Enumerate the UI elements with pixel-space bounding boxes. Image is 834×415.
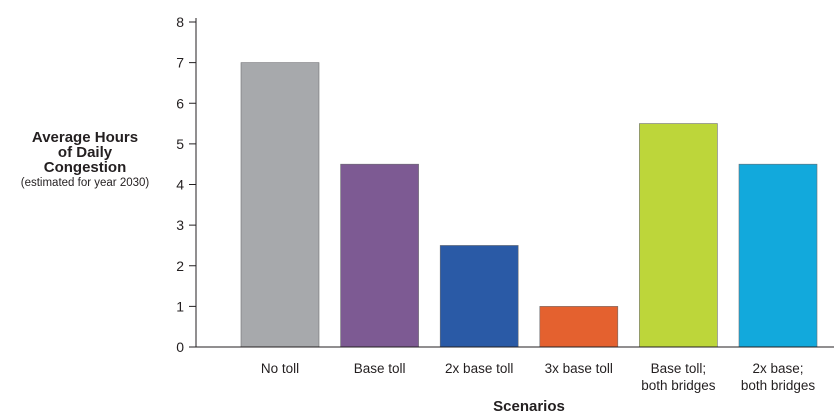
y-tick-label: 2	[176, 258, 184, 274]
y-axis-label-note: (estimated for year 2030)	[20, 177, 150, 189]
y-axis-label-line-2: of Daily	[57, 144, 113, 161]
bar	[240, 62, 320, 348]
x-tick-label: No toll	[261, 361, 299, 376]
y-tick-label: 5	[176, 136, 184, 152]
x-tick-label: 2x base toll	[445, 361, 513, 376]
bar	[738, 163, 818, 348]
bar	[539, 306, 619, 348]
x-tick-label: 3x base toll	[545, 361, 613, 376]
y-axis-label-line-1: Average Hours	[31, 129, 139, 146]
y-axis: 0 1 2 3 4 5 6 7 8	[176, 14, 196, 355]
x-tick-label: both bridges	[641, 378, 716, 393]
bar	[639, 123, 718, 348]
x-tick-label: both bridges	[741, 378, 816, 393]
y-tick-label: 0	[176, 339, 184, 355]
x-tick-label: 2x base;	[752, 361, 803, 376]
y-tick-label: 4	[176, 177, 184, 193]
y-tick-label: 3	[176, 217, 184, 233]
x-axis: No toll Base toll 2x base toll 3x base toll…	[261, 361, 816, 393]
x-tick-label: Base toll	[354, 361, 406, 376]
bar	[340, 163, 419, 348]
y-tick-label: 1	[176, 298, 184, 314]
y-tick-label: 8	[176, 14, 184, 30]
y-tick-label: 7	[176, 55, 184, 71]
bars	[240, 62, 818, 348]
y-axis-label: Average Hours of Daily Congestion (estim…	[0, 130, 170, 190]
y-axis-label-line-3: Congestion	[43, 159, 127, 176]
x-axis-title: Scenarios	[493, 398, 565, 415]
bar	[439, 245, 519, 348]
y-tick-label: 6	[176, 95, 184, 111]
x-tick-label: Base toll;	[651, 361, 707, 376]
